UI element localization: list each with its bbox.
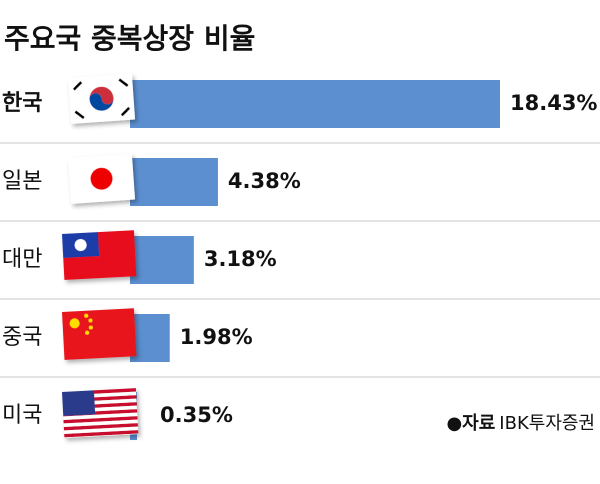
value-label: 4.38% (228, 169, 301, 193)
value-label: 0.35% (160, 403, 233, 427)
chart-title: 주요국 중복상장 비율 (4, 22, 255, 55)
value-label: 1.98% (180, 325, 253, 349)
category-label: 한국 (2, 91, 42, 116)
flag-korea (68, 73, 136, 124)
source-text: IBK투자증권 (499, 413, 595, 434)
category-label: 중국 (2, 325, 42, 350)
row-separators (0, 142, 600, 378)
bars (130, 80, 500, 440)
bar (130, 80, 500, 128)
category-label: 일본 (2, 169, 42, 194)
category-label: 미국 (2, 403, 42, 428)
flag-japan (68, 153, 136, 204)
bar (130, 314, 170, 362)
flag-usa (61, 388, 139, 438)
flag-china (62, 308, 137, 360)
source: ●자료 IBK투자증권 (446, 413, 595, 434)
bar (130, 158, 218, 206)
source-label: ●자료 (446, 413, 495, 434)
flag-taiwan (62, 230, 137, 280)
value-label: 3.18% (204, 247, 277, 271)
value-label: 18.43% (510, 91, 597, 115)
category-label: 대만 (2, 247, 42, 272)
bar (130, 236, 194, 284)
